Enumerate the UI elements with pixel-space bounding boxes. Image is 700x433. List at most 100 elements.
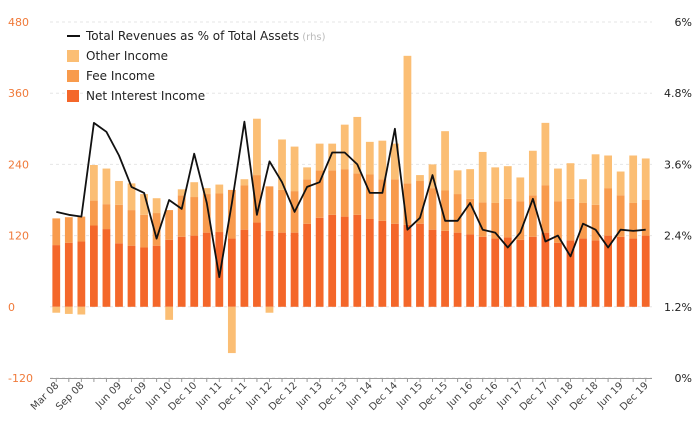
bar-fee-income xyxy=(77,216,86,242)
bar-net-interest-income xyxy=(353,214,362,307)
bar-fee-income xyxy=(391,179,399,224)
legend-note: (rhs) xyxy=(299,32,326,43)
bar-fee-income xyxy=(491,202,500,239)
bar-net-interest-income xyxy=(265,230,274,307)
bar-other-income xyxy=(503,166,512,199)
bar-net-interest-income xyxy=(253,222,261,307)
x-tick-label: Dec 15 xyxy=(417,380,450,413)
x-tick-label: Dec 16 xyxy=(468,380,501,413)
bar-other-income xyxy=(441,131,449,191)
y-right-tick-label: 3.6% xyxy=(664,158,692,171)
bar-other-income xyxy=(265,306,274,313)
bar-net-interest-income xyxy=(340,216,349,307)
bar-other-income xyxy=(240,179,249,186)
bar-other-income xyxy=(315,143,324,171)
x-tick-label: Sep 08 xyxy=(54,380,86,412)
x-tick-label: Dec 11 xyxy=(217,380,250,413)
bar-other-income xyxy=(416,175,424,182)
bar-net-interest-income xyxy=(202,232,211,307)
bar-other-income xyxy=(566,163,575,199)
bar-other-income xyxy=(478,151,487,203)
bar-fee-income xyxy=(127,210,136,246)
legend-swatch xyxy=(67,50,79,62)
bar-other-income xyxy=(190,182,199,198)
bar-net-interest-income xyxy=(591,240,600,307)
bar-other-income xyxy=(140,194,148,215)
bar-net-interest-income xyxy=(177,236,186,307)
bar-fee-income xyxy=(641,200,650,236)
bar-other-income xyxy=(591,154,600,205)
bar-net-interest-income xyxy=(52,245,61,307)
y-left-tick-label: 480 xyxy=(8,16,29,29)
bar-net-interest-income xyxy=(391,223,399,307)
y-right-tick-label: 1.2% xyxy=(664,301,692,314)
bar-net-interest-income xyxy=(416,223,424,307)
bar-net-interest-income xyxy=(328,214,337,307)
bar-net-interest-income xyxy=(503,237,512,307)
y-left-tick-label: 120 xyxy=(8,230,29,243)
legend-label: Fee Income xyxy=(86,69,155,83)
revenue-line xyxy=(56,120,646,279)
bar-fee-income xyxy=(240,185,249,230)
bar-other-income xyxy=(115,181,123,205)
bar-fee-income xyxy=(278,189,286,233)
bar-fee-income xyxy=(503,198,512,238)
bar-fee-income xyxy=(629,202,638,239)
bar-net-interest-income xyxy=(64,242,73,307)
bar-fee-income xyxy=(177,195,186,237)
bar-other-income xyxy=(616,171,625,196)
bar-net-interest-income xyxy=(566,240,575,307)
bar-other-income xyxy=(579,179,587,203)
bar-fee-income xyxy=(227,189,236,239)
bar-net-interest-income xyxy=(127,245,136,307)
bar-fee-income xyxy=(315,170,324,218)
bar-net-interest-income xyxy=(115,243,123,307)
bar-other-income xyxy=(378,140,387,180)
bar-other-income xyxy=(227,306,236,354)
legend-label: Total Revenues as % of Total Assets (rhs… xyxy=(85,29,326,43)
bar-fee-income xyxy=(190,197,199,236)
bar-net-interest-income xyxy=(453,232,462,307)
bar-fee-income xyxy=(541,185,550,233)
y-right-tick-label: 2.4% xyxy=(664,230,692,243)
bar-fee-income xyxy=(591,204,600,241)
bar-net-interest-income xyxy=(554,242,562,307)
bar-fee-income xyxy=(202,194,211,233)
bar-other-income xyxy=(90,164,98,201)
bar-other-income xyxy=(491,167,500,203)
x-tick-label: Dec 12 xyxy=(267,380,300,413)
bar-other-income xyxy=(516,177,525,202)
bar-other-income xyxy=(391,143,399,180)
bars xyxy=(52,55,650,354)
bar-fee-income xyxy=(554,201,562,243)
bar-other-income xyxy=(102,168,111,205)
bar-other-income xyxy=(554,168,562,202)
bar-fee-income xyxy=(416,181,424,224)
legend-label: Net Interest Income xyxy=(86,89,205,103)
bar-fee-income xyxy=(378,179,387,221)
bar-other-income xyxy=(641,158,650,200)
bar-other-income xyxy=(528,150,537,196)
bar-fee-income xyxy=(152,213,161,246)
x-tick-label: Dec 09 xyxy=(116,380,149,413)
bar-fee-income xyxy=(516,201,525,240)
bar-fee-income xyxy=(441,190,449,231)
x-tick-label: Dec 19 xyxy=(618,380,651,413)
bar-fee-income xyxy=(403,183,412,225)
bar-fee-income xyxy=(64,217,73,243)
bar-net-interest-income xyxy=(466,234,475,307)
x-tick-label: Dec 10 xyxy=(167,380,200,413)
bar-net-interest-income xyxy=(240,229,249,307)
bar-other-income xyxy=(604,155,612,189)
bar-net-interest-income xyxy=(428,229,437,307)
bar-fee-income xyxy=(466,198,475,235)
bar-net-interest-income xyxy=(165,239,174,307)
bar-other-income xyxy=(52,306,61,313)
y-right-tick-label: 4.8% xyxy=(664,87,692,100)
bar-fee-income xyxy=(90,200,98,226)
legend-swatch xyxy=(67,90,79,102)
bar-net-interest-income xyxy=(90,225,98,307)
bar-net-interest-income xyxy=(528,236,537,307)
bar-other-income xyxy=(328,143,337,171)
